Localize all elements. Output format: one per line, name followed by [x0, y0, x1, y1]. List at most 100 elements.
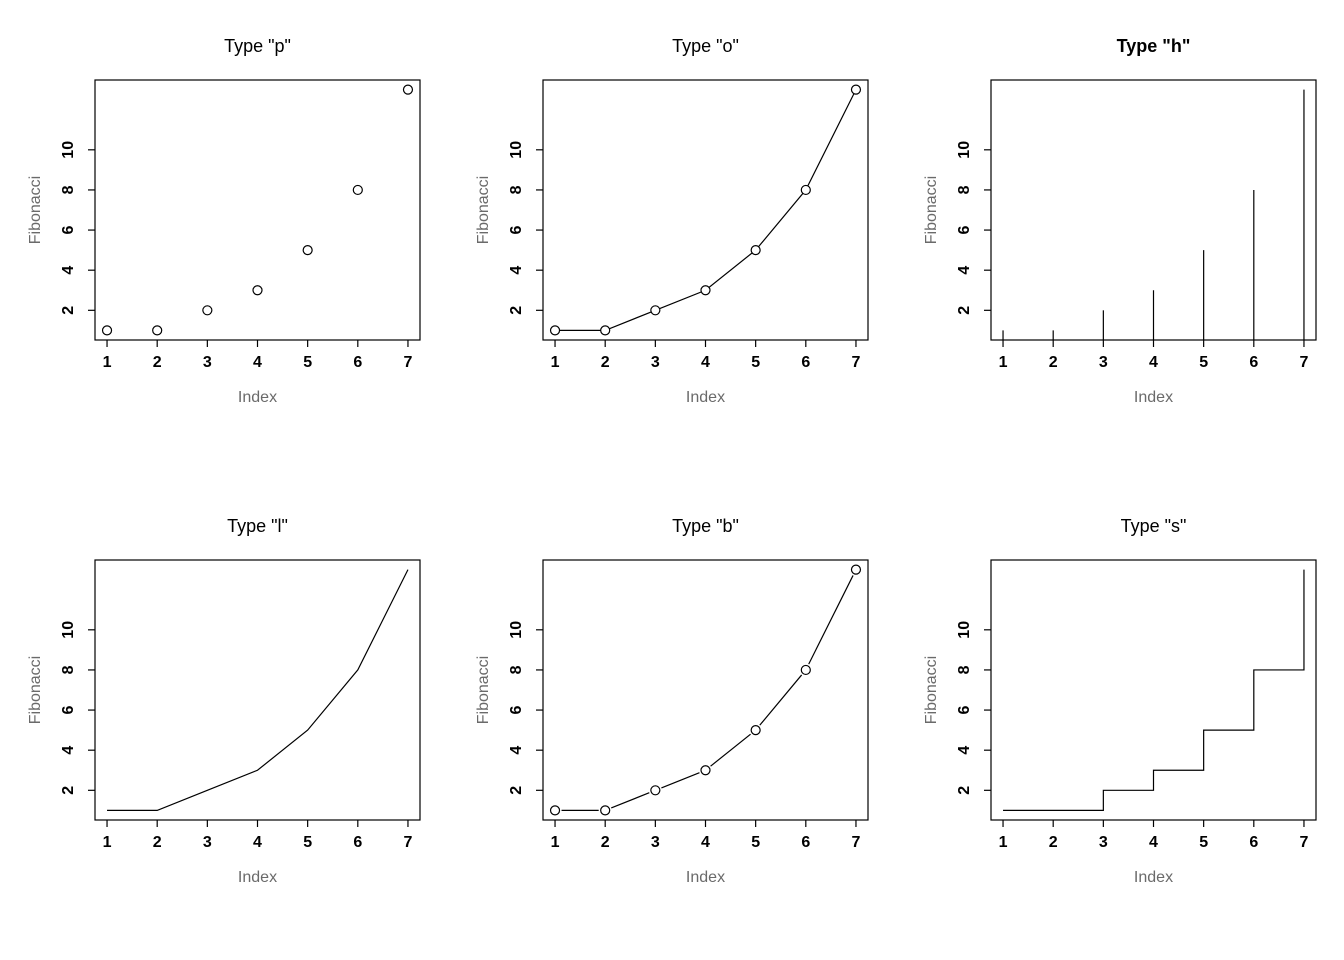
chart-panel-p: Type "p"1234567Index246810Fibonacci — [0, 0, 448, 480]
x-tick-label: 7 — [852, 354, 861, 371]
chart-panel-o: Type "o"1234567Index246810Fibonacci — [448, 0, 896, 480]
x-tick-label: 7 — [404, 834, 413, 851]
data-point — [601, 326, 610, 335]
y-tick-label: 2 — [60, 306, 77, 315]
x-tick-label: 6 — [353, 834, 362, 851]
panel-title: Type "p" — [224, 36, 291, 56]
plot-box — [95, 560, 420, 820]
data-segment — [760, 675, 802, 725]
grid-cell: Type "h"1234567Index246810Fibonacci — [896, 0, 1344, 480]
plot-box — [95, 80, 420, 340]
chart-grid: Type "p" 1 2 3 4 5 6 7 Index 2 4 6 8 10 Fibonacci Type … — [0, 0, 1344, 960]
x-axis-label: Index — [1134, 389, 1173, 406]
x-tick-label: 1 — [999, 834, 1008, 851]
x-tick-label: 4 — [253, 834, 262, 851]
plot-box — [543, 560, 868, 820]
data-segment — [711, 734, 751, 766]
data-point — [551, 326, 560, 335]
panel-title: Type "s" — [1121, 516, 1187, 536]
y-tick-label: 6 — [956, 226, 973, 235]
y-tick-label: 6 — [508, 706, 525, 715]
y-tick-label: 6 — [956, 706, 973, 715]
x-tick-label: 7 — [1300, 354, 1309, 371]
grid-cell: Type "o"1234567Index246810Fibonacci — [448, 0, 896, 480]
x-tick-label: 2 — [153, 354, 162, 371]
x-tick-label: 2 — [1049, 834, 1058, 851]
x-tick-label: 4 — [701, 834, 710, 851]
y-tick-label: 2 — [60, 786, 77, 795]
x-tick-label: 6 — [801, 354, 810, 371]
y-axis-label: Fibonacci — [27, 176, 44, 244]
data-point — [801, 665, 810, 674]
y-axis-label: Fibonacci — [923, 176, 940, 244]
x-axis-label: Index — [238, 389, 277, 406]
x-tick-label: 3 — [203, 834, 212, 851]
y-tick-label: 6 — [60, 706, 77, 715]
chart-panel-l: Type "l"1234567Index246810Fibonacci — [0, 480, 448, 960]
data-line — [107, 570, 408, 811]
x-tick-label: 5 — [751, 834, 760, 851]
x-tick-label: 7 — [404, 354, 413, 371]
y-tick-label: 10 — [60, 141, 77, 159]
data-point — [253, 286, 262, 295]
x-tick-label: 3 — [651, 354, 660, 371]
x-tick-label: 4 — [1149, 834, 1158, 851]
y-axis-label: Fibonacci — [27, 656, 44, 724]
data-point — [801, 185, 810, 194]
x-tick-label: 5 — [751, 354, 760, 371]
x-tick-label: 4 — [253, 354, 262, 371]
y-tick-label: 8 — [60, 185, 77, 194]
x-tick-label: 3 — [1099, 834, 1108, 851]
x-tick-label: 2 — [601, 834, 610, 851]
chart-panel-b: Type "b"1234567Index246810Fibonacci — [448, 480, 896, 960]
data-point — [153, 326, 162, 335]
x-tick-label: 2 — [601, 354, 610, 371]
y-tick-label: 10 — [956, 141, 973, 159]
y-tick-label: 2 — [508, 306, 525, 315]
x-tick-label: 6 — [801, 834, 810, 851]
x-tick-label: 6 — [1249, 834, 1258, 851]
x-tick-label: 1 — [103, 834, 112, 851]
y-tick-label: 8 — [508, 665, 525, 674]
data-segment — [661, 773, 699, 788]
grid-cell: Type "p"1234567Index246810Fibonacci — [0, 0, 448, 480]
x-tick-label: 3 — [203, 354, 212, 371]
y-tick-label: 6 — [508, 226, 525, 235]
x-tick-label: 5 — [303, 354, 312, 371]
data-point — [751, 726, 760, 735]
data-point — [303, 246, 312, 255]
data-point — [701, 766, 710, 775]
panel-title: Type "b" — [672, 516, 739, 536]
x-tick-label: 5 — [1199, 354, 1208, 371]
y-tick-label: 2 — [956, 306, 973, 315]
y-axis-label: Fibonacci — [923, 656, 940, 724]
y-tick-label: 6 — [60, 226, 77, 235]
x-axis-label: Index — [686, 869, 725, 886]
x-tick-label: 7 — [1300, 834, 1309, 851]
x-tick-label: 1 — [999, 354, 1008, 371]
y-tick-label: 10 — [956, 621, 973, 639]
data-point — [651, 786, 660, 795]
plot-box — [543, 80, 868, 340]
x-tick-label: 6 — [1249, 354, 1258, 371]
y-tick-label: 4 — [956, 746, 973, 755]
data-point — [651, 306, 660, 315]
y-tick-label: 10 — [508, 621, 525, 639]
data-segment — [809, 575, 853, 664]
x-tick-label: 4 — [1149, 354, 1158, 371]
x-tick-label: 6 — [353, 354, 362, 371]
y-tick-label: 8 — [508, 185, 525, 194]
x-tick-label: 4 — [701, 354, 710, 371]
grid-cell: Type "l"1234567Index246810Fibonacci — [0, 480, 448, 960]
panel-title: Type "h" — [1117, 36, 1191, 56]
y-tick-label: 2 — [508, 786, 525, 795]
y-tick-label: 4 — [508, 266, 525, 275]
data-point — [601, 806, 610, 815]
data-point — [751, 246, 760, 255]
x-axis-label: Index — [1134, 869, 1173, 886]
data-point — [353, 185, 362, 194]
y-tick-label: 8 — [956, 185, 973, 194]
y-tick-label: 8 — [956, 665, 973, 674]
data-point — [403, 85, 412, 94]
data-point — [701, 286, 710, 295]
